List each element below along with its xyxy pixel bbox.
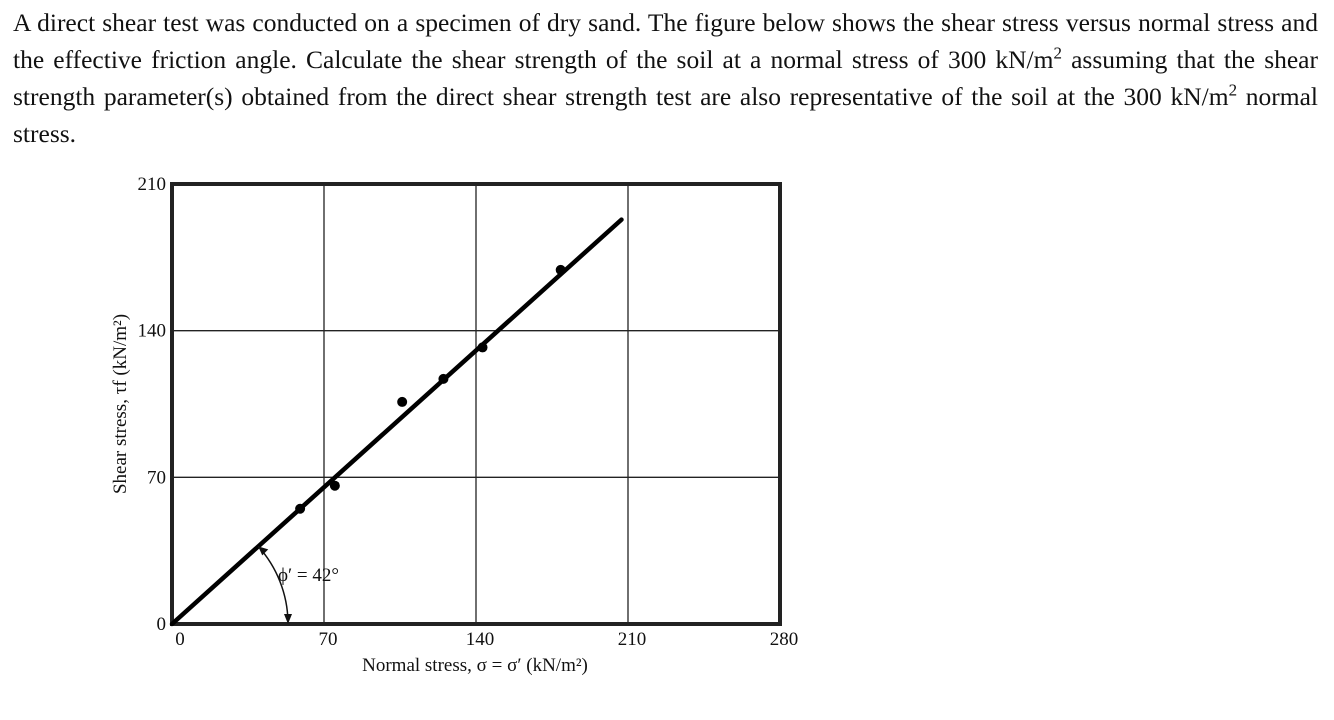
x-tick-label: 0 xyxy=(175,629,185,650)
data-point xyxy=(295,503,306,514)
x-tick-label: 280 xyxy=(770,629,799,650)
friction-angle-annotation: ϕ′ = 42° xyxy=(257,545,339,624)
y-tick-label: 70 xyxy=(147,467,166,488)
arrowhead-bottom xyxy=(284,614,292,624)
problem-statement: A direct shear test was conducted on a s… xyxy=(13,4,1318,152)
y-tick-label: 210 xyxy=(138,174,167,195)
problem-text-2: assuming that the shear strength paramet… xyxy=(13,45,1318,111)
data-point xyxy=(555,264,566,275)
data-point xyxy=(438,373,449,384)
arrowhead-top xyxy=(258,546,269,556)
x-tick-label: 70 xyxy=(319,629,338,650)
superscript-2: 2 xyxy=(1053,43,1062,63)
chart-grid xyxy=(172,184,780,624)
data-point xyxy=(477,342,488,353)
tick-labels: 0 70 140 210 280 0 70 140 210 xyxy=(138,174,799,650)
y-tick-label: 0 xyxy=(157,614,167,635)
y-axis-label: Shear stress, τf (kN/m²) xyxy=(110,314,131,494)
x-axis-label: Normal stress, σ = σ′ (kN/m²) xyxy=(362,655,588,676)
chart-frame xyxy=(170,182,782,626)
x-tick-label: 140 xyxy=(466,629,495,650)
data-points xyxy=(295,264,566,514)
problem-text-3: normal stress. xyxy=(13,82,1318,148)
data-point xyxy=(329,480,340,491)
x-tick-label: 210 xyxy=(618,629,647,650)
data-point xyxy=(397,396,408,407)
failure-envelope-line xyxy=(169,217,624,627)
superscript-2: 2 xyxy=(1228,80,1238,100)
y-tick-label: 140 xyxy=(138,321,167,342)
friction-angle-label: ϕ′ = 42° xyxy=(278,565,339,586)
problem-text-1: A direct shear test was conducted on a s… xyxy=(13,8,1318,74)
